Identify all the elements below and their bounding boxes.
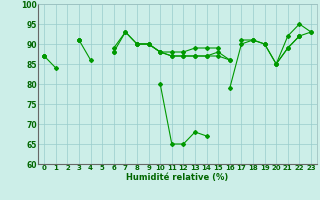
X-axis label: Humidité relative (%): Humidité relative (%): [126, 173, 229, 182]
